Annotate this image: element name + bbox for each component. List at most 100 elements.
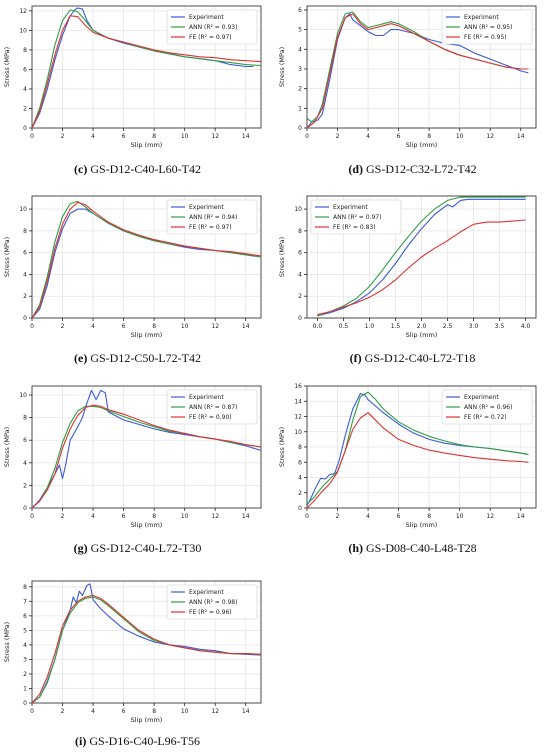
y-tick-label: 10 (294, 206, 302, 213)
x-tick-label: 0 (30, 133, 34, 140)
caption-f: (f) GS-D12-C40-L72-T18 (349, 351, 476, 365)
y-tick-label: 2 (23, 671, 27, 678)
x-axis-label: Slip (mm) (131, 716, 163, 724)
plot-frame (31, 5, 262, 129)
y-axis-label: Stress (MPa) (3, 427, 11, 467)
y-tick-label: 2 (23, 293, 27, 300)
legend: Experiment ANN (R² = 0.94) FE (R² = 0.97) (166, 199, 258, 235)
panel-i: 0 2 4 6 8 10 12 14 0 1 2 3 4 5 6 7 8 Slip (mm) Stress (MPa… (0, 575, 275, 727)
legend-label: FE (R² = 0.96) (189, 609, 232, 616)
legend-label: FE (R² = 0.97) (189, 224, 232, 231)
legend: Experiment ANN (R² = 0.93) FE (R² = 0.97) (166, 9, 258, 45)
series-line-fe (31, 201, 262, 319)
y-tick-label: 4 (23, 642, 27, 649)
x-tick-label: 2 (61, 708, 65, 715)
chart-f: 0.0 0.5 1.0 1.5 2.0 2.5 3.0 3.5 4.0 0 2 4 6 8 10 Slip (… (278, 195, 537, 339)
x-tick-label: 8 (152, 708, 156, 715)
y-tick-label: 10 (19, 206, 27, 213)
x-axis-label: Slip (mm) (406, 331, 438, 339)
x-tick-label: 3.0 (469, 323, 479, 330)
x-tick-label: 2.0 (417, 323, 427, 330)
y-tick-label: 10 (19, 392, 27, 399)
x-tick-label: 4 (366, 513, 370, 520)
legend-box (166, 199, 258, 235)
y-tick-label: 3 (298, 66, 302, 73)
legend-box (310, 199, 402, 235)
y-tick-label: 8 (23, 584, 27, 591)
panel-c: 0 2 4 6 8 10 12 14 0 2 4 6 8 10 12 Slip (mm) Stress (MPa… (0, 0, 275, 152)
y-tick-label: 1 (23, 685, 27, 692)
legend-box (441, 9, 533, 45)
x-tick-label: 10 (456, 513, 464, 520)
chart-c: 0 2 4 6 8 10 12 14 0 2 4 6 8 10 12 Slip (mm) Stress (MPa… (3, 5, 262, 149)
panel-f: 0.0 0.5 1.0 1.5 2.0 2.5 3.0 3.5 4.0 0 2 4 6 8 10 Slip (… (275, 190, 550, 342)
y-tick-label: 6 (23, 66, 27, 73)
x-tick-label: 14 (242, 708, 250, 715)
legend-box (166, 9, 258, 45)
x-tick-label: 2 (61, 513, 65, 520)
legend-label: Experiment (189, 14, 224, 21)
legend-label: FE (R² = 0.97) (189, 34, 232, 41)
legend-label: ANN (R² = 0.93) (189, 24, 237, 31)
x-tick-label: 8 (152, 323, 156, 330)
x-axis-label: Slip (mm) (406, 521, 438, 529)
legend-label: Experiment (464, 14, 499, 21)
x-tick-label: 6 (397, 133, 401, 140)
y-tick-label: 5 (23, 627, 27, 634)
x-tick-label: 8 (427, 513, 431, 520)
x-axis-label: Slip (mm) (131, 331, 163, 339)
series-line-fe (31, 404, 262, 509)
x-tick-label: 14 (517, 133, 525, 140)
y-tick-label: 6 (23, 613, 27, 620)
x-tick-label: 6 (122, 708, 126, 715)
y-tick-label: 3 (23, 656, 27, 663)
x-axis-label: Slip (mm) (131, 521, 163, 529)
y-tick-label: 10 (294, 429, 302, 436)
x-tick-label: 12 (211, 133, 219, 140)
x-tick-label: 12 (211, 323, 219, 330)
x-tick-label: 14 (242, 513, 250, 520)
y-tick-label: 0 (298, 315, 302, 322)
x-tick-label: 4 (91, 708, 95, 715)
y-tick-label: 2 (23, 482, 27, 489)
legend-label: ANN (R² = 0.87) (189, 404, 237, 411)
x-tick-label: 4 (91, 323, 95, 330)
y-tick-label: 6 (23, 437, 27, 444)
x-tick-label: 2 (61, 323, 65, 330)
y-tick-label: 0 (23, 315, 27, 322)
legend-label: Experiment (189, 204, 224, 211)
x-tick-label: 14 (242, 323, 250, 330)
y-tick-label: 14 (294, 398, 302, 405)
caption-h: (h) GS-D08-C40-L48-T28 (348, 541, 477, 555)
x-tick-label: 10 (181, 708, 189, 715)
x-axis-label: Slip (mm) (131, 141, 163, 149)
caption-d: (d) GS-D12-C32-L72-T42 (348, 162, 477, 176)
y-tick-label: 6 (298, 7, 302, 14)
x-tick-label: 10 (181, 133, 189, 140)
x-tick-label: 4.0 (521, 323, 531, 330)
y-tick-label: 10 (19, 27, 27, 34)
x-tick-label: 14 (517, 513, 525, 520)
caption-c: (c) GS-D12-C40-L60-T42 (74, 162, 201, 176)
y-axis-label: Stress (MPa) (3, 237, 11, 277)
y-tick-label: 8 (23, 415, 27, 422)
y-tick-label: 2 (298, 490, 302, 497)
x-tick-label: 10 (181, 323, 189, 330)
y-tick-label: 4 (23, 460, 27, 467)
x-tick-label: 4 (91, 133, 95, 140)
series-line-fe (306, 13, 529, 129)
x-tick-label: 0 (30, 513, 34, 520)
x-tick-label: 6 (122, 133, 126, 140)
caption-e: (e) GS-D12-C50-L72-T42 (74, 351, 201, 365)
y-tick-label: 12 (19, 8, 27, 15)
y-tick-label: 2 (23, 105, 27, 112)
x-tick-label: 0 (30, 708, 34, 715)
x-tick-label: 12 (486, 133, 494, 140)
legend-label: FE (R² = 0.72) (464, 414, 507, 421)
legend-label: Experiment (333, 204, 368, 211)
x-tick-label: 12 (211, 708, 219, 715)
y-tick-label: 6 (298, 250, 302, 257)
x-tick-label: 2 (61, 133, 65, 140)
